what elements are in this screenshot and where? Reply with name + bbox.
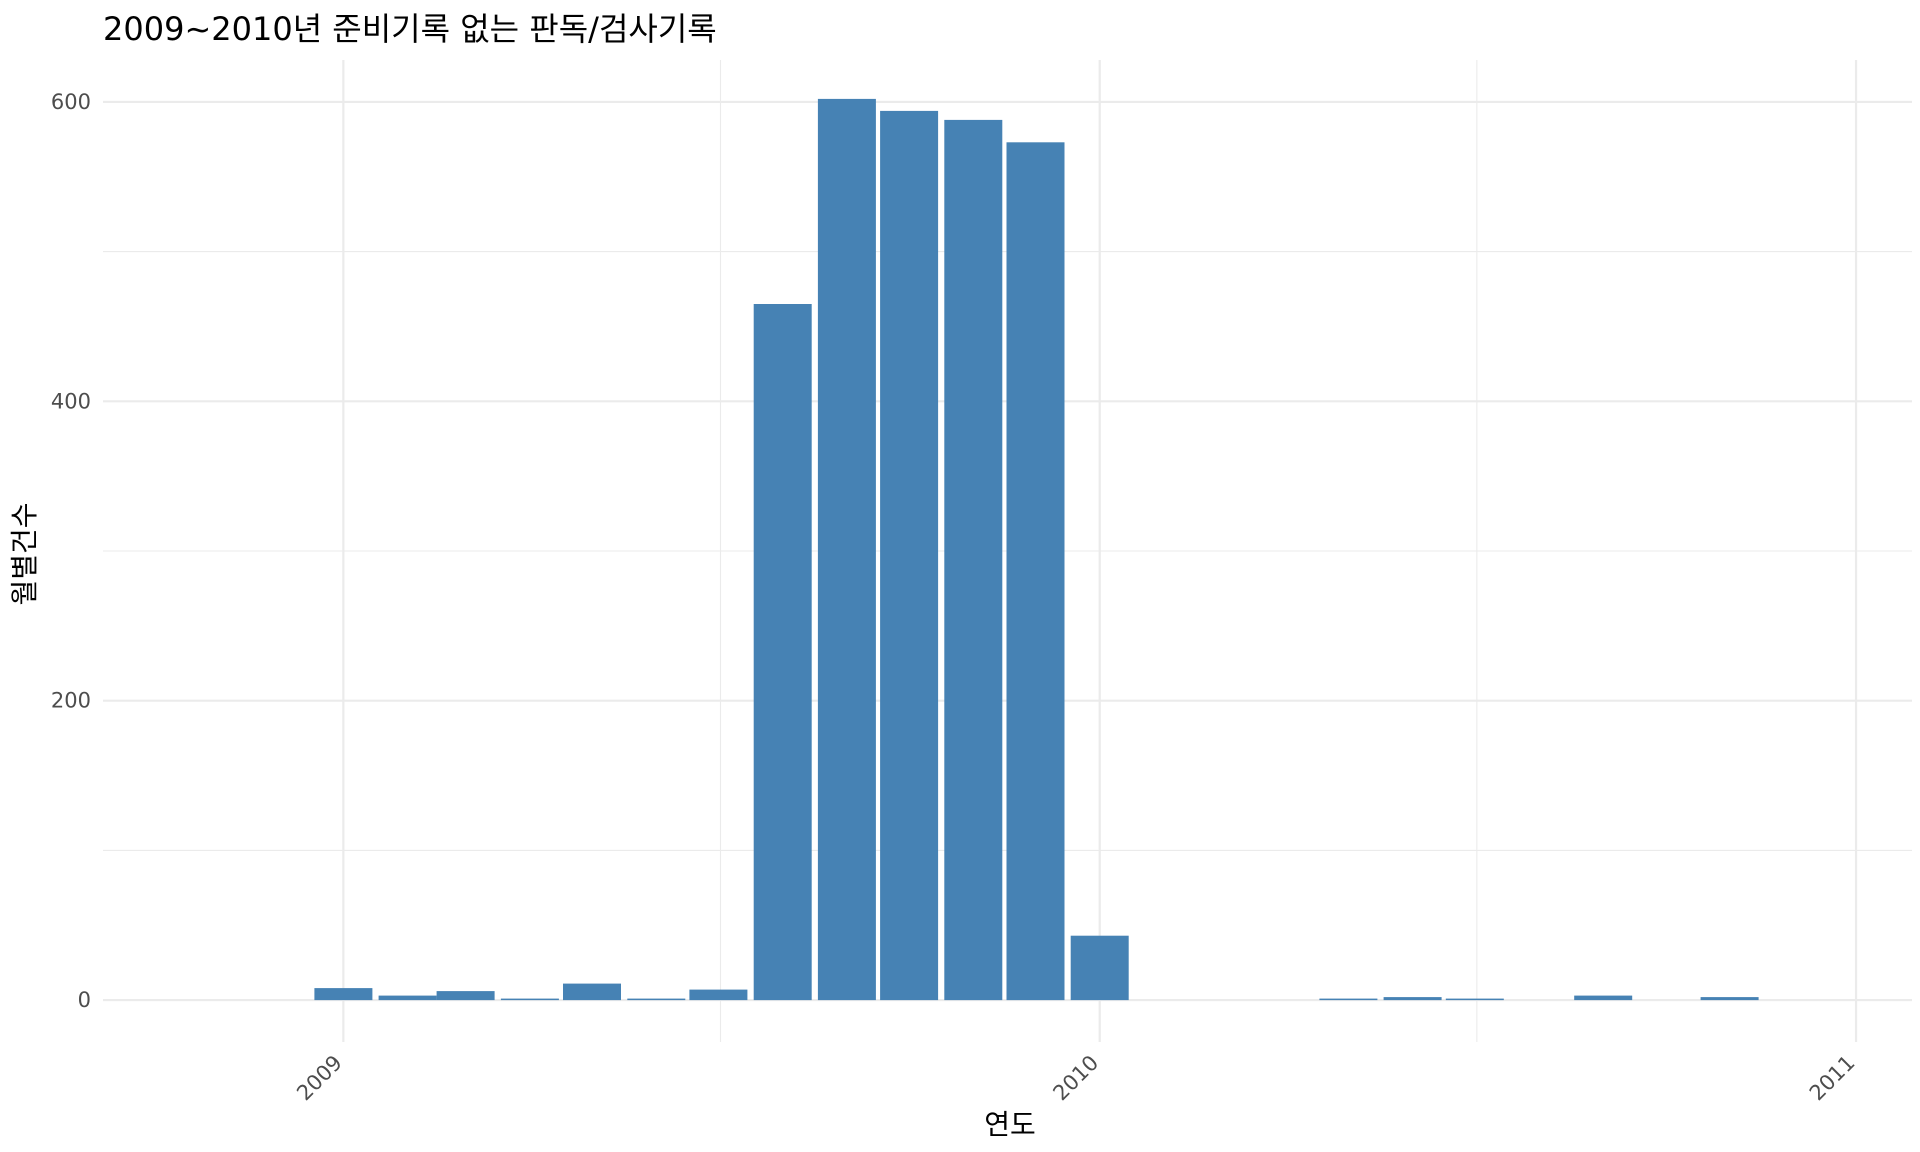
- bar: [314, 988, 373, 1001]
- bar: [627, 998, 686, 1001]
- bar: [563, 983, 621, 1001]
- bars: [314, 98, 1759, 1001]
- y-tick-label: 400: [51, 389, 91, 413]
- bar: [1700, 997, 1759, 1001]
- bar: [436, 991, 495, 1001]
- x-axis-title: 연도: [984, 1108, 1036, 1141]
- y-tick-label: 600: [51, 90, 91, 114]
- y-tick-label: 0: [78, 988, 91, 1012]
- y-axis-tick-labels: 0 200 400 600: [51, 90, 91, 1012]
- bar: [1574, 995, 1633, 1001]
- bar: [944, 119, 1003, 1001]
- bar: [1383, 997, 1442, 1001]
- bar: [1006, 142, 1065, 1001]
- chart-title: 2009~2010년 준비기록 없는 판독/검사기록: [103, 10, 717, 48]
- y-axis-title: 월별건수: [8, 502, 41, 605]
- bar: [378, 995, 437, 1001]
- bar: [689, 989, 748, 1001]
- bar: [880, 110, 939, 1001]
- bar: [1319, 998, 1378, 1001]
- bar: [500, 998, 559, 1001]
- bar: [1070, 935, 1129, 1001]
- bar: [753, 304, 812, 1001]
- bar: [1445, 998, 1504, 1001]
- bar: [817, 98, 876, 1001]
- y-tick-label: 200: [51, 689, 91, 713]
